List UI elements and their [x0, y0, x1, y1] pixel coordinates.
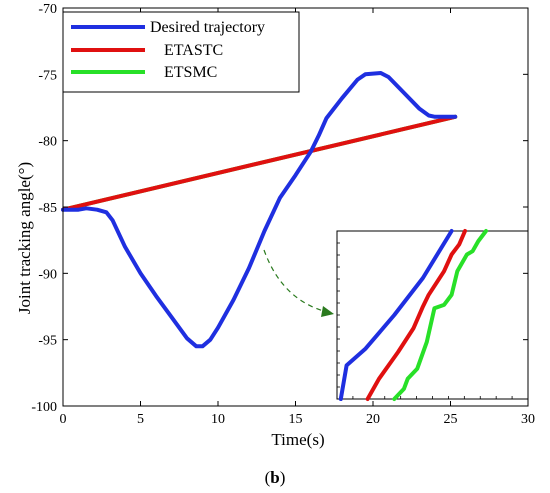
legend-label: ETSMC [164, 64, 217, 81]
zoom-arrowhead [321, 306, 334, 317]
x-tick-label: 0 [60, 412, 67, 427]
x-tick-label: 5 [137, 412, 144, 427]
legend: Desired trajectory ETASTC ETSMC [62, 11, 300, 93]
zoom-inset [263, 229, 529, 401]
y-tick-label: -95 [38, 334, 57, 349]
inset-line-etsmc [392, 229, 488, 401]
caption-letter: b [270, 468, 279, 487]
x-tick-label: 10 [211, 412, 225, 427]
x-tick-label: 15 [289, 412, 303, 427]
inset-line-desired-trajectory [338, 229, 454, 401]
y-tick-label: -85 [38, 201, 57, 216]
main-plot-lines [61, 71, 458, 349]
y-tick-label: -75 [38, 68, 57, 83]
y-tick-label: -70 [38, 2, 57, 17]
y-axis-label: Joint tracking angle(°) [15, 162, 34, 314]
axes: 0 5 10 15 20 25 30 -70 -75 -80 -85 -90 -95 -100 [31, 2, 535, 427]
series-line-desired-trajectory [61, 71, 458, 349]
caption-open: ( [265, 468, 271, 487]
legend-label: Desired trajectory [150, 19, 265, 36]
y-tick-label: -80 [38, 135, 57, 150]
zoom-arrow [263, 249, 328, 313]
series-line-etastc [61, 114, 458, 212]
y-tick-label: -100 [31, 400, 57, 415]
y-tick-label: -90 [38, 267, 57, 282]
x-axis-label: Time(s) [271, 430, 324, 449]
x-tick-label: 20 [366, 412, 380, 427]
legend-label: ETASTC [164, 42, 223, 59]
x-tick-label: 30 [521, 412, 535, 427]
caption-close: ) [280, 468, 286, 487]
inset-line-etastc [365, 229, 467, 401]
x-tick-label: 25 [444, 412, 458, 427]
figure-caption: (b) [265, 468, 286, 487]
